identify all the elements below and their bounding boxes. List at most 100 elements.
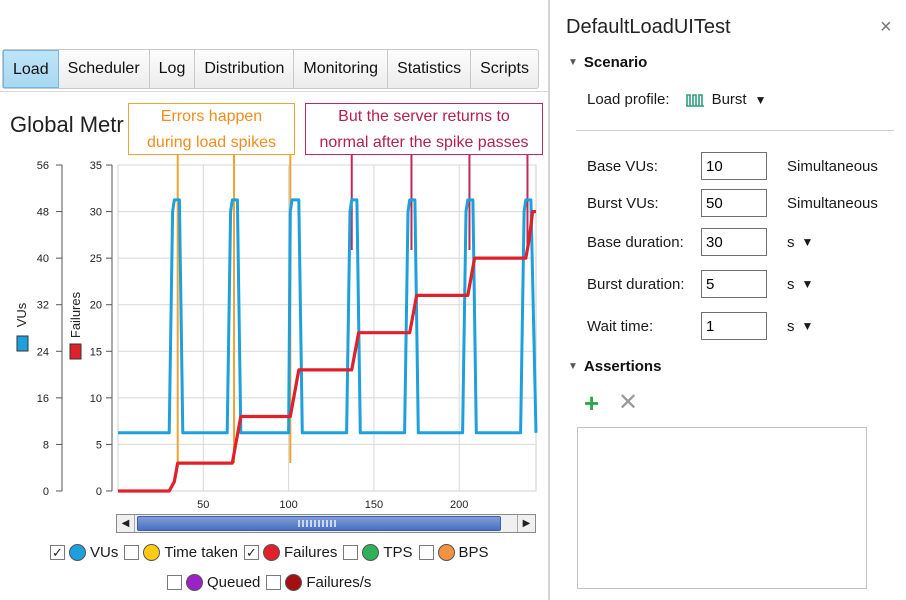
series-line-vus	[118, 198, 538, 435]
vus-axis-label: VUs	[14, 302, 29, 327]
tab-distribution[interactable]: Distribution	[195, 50, 295, 88]
failures-tick-label: 10	[90, 393, 102, 405]
vus-tick-label: 0	[43, 486, 49, 498]
tab-scheduler[interactable]: Scheduler	[59, 50, 150, 88]
legend-item-tps: TPS	[343, 544, 413, 561]
burst-duration-row: Burst duration: s ▼	[587, 270, 813, 298]
legend-label-time-taken: Time taken	[164, 544, 238, 561]
series-color-icon	[362, 544, 380, 561]
base-duration-row: Base duration: s ▼	[587, 228, 813, 256]
failures-tick-label: 15	[90, 346, 102, 358]
tab-monitoring[interactable]: Monitoring	[294, 50, 389, 88]
legend-label-bps: BPS	[458, 544, 489, 561]
burst-duration-label: Burst duration:	[587, 275, 685, 293]
legend-item-failures: ✓ Failures	[243, 544, 338, 561]
callout-errors: Errors happen during load spikes	[128, 103, 295, 155]
tab-log[interactable]: Log	[150, 50, 196, 88]
burst-duration-unit[interactable]: s	[787, 275, 795, 293]
legend-checkbox-bps[interactable]	[418, 545, 434, 560]
scenario-divider	[576, 130, 894, 131]
legend-checkbox-time-taken[interactable]	[124, 545, 140, 560]
scroll-left-icon[interactable]: ◀	[117, 515, 135, 532]
legend-checkbox-vus[interactable]: ✓	[50, 545, 65, 560]
chart-scrollbar[interactable]: ◀ ▶	[116, 514, 536, 533]
series-color-icon	[285, 574, 303, 591]
chevron-down-icon[interactable]: ▼	[754, 92, 767, 107]
assertions-label: Assertions	[583, 358, 662, 375]
wait-time-input[interactable]	[701, 312, 767, 340]
legend-label-vus: VUs	[90, 544, 119, 561]
time-axis: 50 100 150 200	[197, 499, 468, 510]
burst-profile-icon	[685, 93, 704, 107]
load-profile-select[interactable]: Burst	[711, 91, 747, 108]
series-color-icon	[69, 544, 86, 561]
legend-label-failures: Failures	[283, 544, 338, 561]
remove-assertion-icon[interactable]: ✕	[618, 389, 639, 416]
vus-tick-label: 56	[37, 160, 49, 172]
tab-bar: Load Scheduler Log Distribution Monitoring St…	[2, 49, 539, 89]
failures-tick-label: 30	[90, 207, 102, 219]
failures-tick-label: 20	[90, 300, 102, 312]
series-color-icon	[143, 544, 161, 561]
series-color-icon	[262, 544, 280, 561]
global-metrics-chart: 0 8 16 24 32 40 48 56 VUs 0 5 10 15 20 25 30 35 Failures…	[14, 155, 538, 510]
legend-checkbox-queued[interactable]	[167, 575, 182, 590]
callout-server-line-1: But the server returns to	[338, 108, 510, 125]
wait-time-label: Wait time:	[587, 317, 654, 335]
legend-row-2: Queued Failures/s	[167, 574, 377, 591]
scroll-thumb[interactable]	[137, 516, 501, 531]
base-vus-unit: Simultaneous	[787, 157, 878, 175]
series-line-failures	[118, 210, 536, 493]
callout-server-line-2: normal after the spike passes	[319, 134, 529, 151]
load-profile-label: Load profile:	[587, 91, 670, 108]
burst-vus-input[interactable]	[701, 189, 767, 217]
chevron-down-icon[interactable]: ▼	[801, 277, 814, 291]
wait-time-unit[interactable]: s	[787, 317, 795, 335]
load-pane: Load Scheduler Log Distribution Monitoring St…	[0, 49, 548, 591]
vus-tick-label: 8	[43, 439, 49, 451]
series-color-icon	[437, 544, 455, 561]
burst-duration-input[interactable]	[701, 270, 767, 298]
legend-item-time-taken: Time taken	[124, 544, 238, 561]
failures-axis: 0 5 10 15 20 25 30 35 Failures	[68, 160, 113, 498]
tab-scripts[interactable]: Scripts	[480, 60, 529, 77]
add-assertion-icon[interactable]: +	[584, 388, 600, 418]
scroll-grip-icon	[298, 520, 338, 527]
base-vus-row: Base VUs: Simultaneous	[587, 152, 878, 180]
load-profile-row: Load profile: Burst ▼	[587, 91, 766, 108]
failures-axis-label: Failures	[68, 291, 83, 338]
burst-vus-unit: Simultaneous	[787, 194, 878, 212]
assertions-section-toggle[interactable]: ▼ Assertions	[568, 358, 661, 375]
tab-statistics[interactable]: Statistics	[388, 50, 472, 88]
legend-item-bps: BPS	[418, 544, 489, 561]
legend-item-vus: ✓ VUs	[50, 544, 118, 561]
tab-load[interactable]: Load	[3, 50, 59, 88]
wait-time-row: Wait time: s ▼	[587, 312, 813, 340]
burst-vus-row: Burst VUs: Simultaneous	[587, 189, 878, 217]
base-duration-input[interactable]	[701, 228, 767, 256]
callout-errors-line-2: during load spikes	[147, 134, 276, 151]
close-icon[interactable]: ×	[880, 16, 892, 38]
base-vus-input[interactable]	[701, 152, 767, 180]
vus-tick-label: 16	[37, 393, 49, 405]
legend-checkbox-failures[interactable]: ✓	[243, 545, 259, 560]
legend-checkbox-failures-s[interactable]	[266, 575, 282, 590]
legend-checkbox-tps[interactable]	[343, 545, 359, 560]
scroll-right-icon[interactable]: ▶	[517, 515, 535, 532]
base-duration-unit[interactable]: s	[787, 233, 795, 251]
time-tick-label: 50	[197, 499, 209, 510]
vus-axis-swatch-icon	[16, 335, 29, 352]
legend-item-queued: Queued	[167, 574, 260, 591]
legend-label-queued: Queued	[207, 574, 261, 591]
legend-label-tps: TPS	[383, 544, 413, 561]
chevron-down-icon[interactable]: ▼	[801, 235, 814, 249]
vus-tick-label: 32	[37, 300, 49, 312]
pane-splitter[interactable]	[548, 0, 550, 600]
series-layer	[118, 198, 538, 493]
vus-axis: 0 8 16 24 32 40 48 56 VUs	[14, 160, 63, 498]
assertion-list[interactable]	[577, 427, 867, 589]
failures-axis-swatch-icon	[69, 343, 82, 360]
burst-vus-label: Burst VUs:	[587, 194, 659, 212]
scenario-section-toggle[interactable]: ▼ Scenario	[568, 54, 647, 71]
chevron-down-icon[interactable]: ▼	[801, 319, 814, 333]
